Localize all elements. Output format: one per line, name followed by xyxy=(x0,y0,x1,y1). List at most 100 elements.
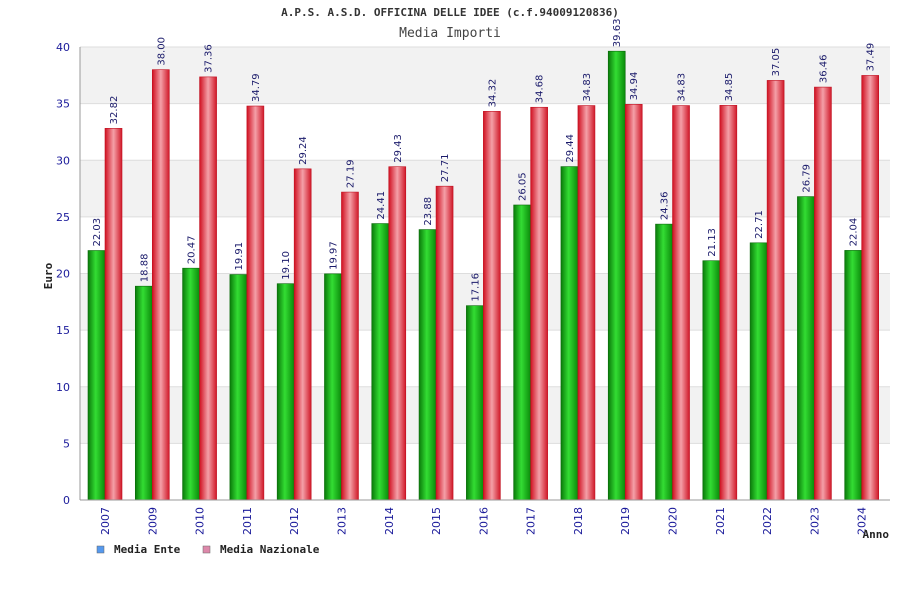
bar-media-ente-2007 xyxy=(87,250,106,501)
bar-media-ente-2015 xyxy=(418,229,437,501)
bar-media-ente-2011 xyxy=(229,274,248,501)
x-tick-label-2023: 2023 xyxy=(808,507,821,535)
x-tick-label-2024: 2024 xyxy=(856,507,869,535)
x-tick-label-2019: 2019 xyxy=(619,507,632,535)
bar-media-nazionale-2012 xyxy=(293,168,312,501)
y-axis-ticks: 0 5 10 15 20 25 30 35 40 xyxy=(56,41,70,507)
data-label-media-ente-2009: 18.88 xyxy=(139,254,150,283)
bar-media-ente-2010 xyxy=(182,267,200,501)
y-tick-label: 25 xyxy=(56,211,70,224)
bar-media-ente-2018 xyxy=(560,166,579,501)
data-label-media-ente-2023: 26.79 xyxy=(801,164,812,193)
bar-labels: 22.03 32.82 18.88 38.00 20.47 37.36 19.91 34.79… xyxy=(92,19,877,302)
data-label-media-ente-2010: 20.47 xyxy=(187,236,198,265)
bars xyxy=(87,50,880,501)
data-label-media-ente-2020: 24.36 xyxy=(660,191,671,220)
data-label-media-nazionale-2021: 34.85 xyxy=(724,73,735,102)
bar-media-ente-2021 xyxy=(702,260,721,501)
data-label-media-nazionale-2011: 34.79 xyxy=(251,73,262,102)
bar-media-ente-2013 xyxy=(324,273,342,501)
bar-media-nazionale-2023 xyxy=(814,86,832,501)
data-label-media-ente-2022: 22.71 xyxy=(754,210,765,239)
x-tick-label-2018: 2018 xyxy=(572,507,585,535)
data-label-media-nazionale-2019: 34.94 xyxy=(629,72,640,101)
data-label-media-nazionale-2020: 34.83 xyxy=(677,73,688,102)
data-label-media-ente-2024: 22.04 xyxy=(849,218,860,247)
x-tick-label-2013: 2013 xyxy=(335,507,348,535)
legend-swatch-media-nazionale xyxy=(202,545,211,554)
data-label-media-nazionale-2014: 29.43 xyxy=(393,134,404,163)
bar-media-nazionale-2010 xyxy=(199,76,217,501)
data-label-media-nazionale-2015: 27.71 xyxy=(440,154,451,183)
bar-media-nazionale-2013 xyxy=(341,191,359,501)
bar-media-nazionale-2016 xyxy=(483,111,501,501)
bar-media-nazionale-2011 xyxy=(246,105,265,501)
bar-media-ente-2022 xyxy=(749,242,768,501)
x-tick-label-2020: 2020 xyxy=(667,507,680,535)
data-label-media-ente-2012: 19.10 xyxy=(281,251,292,280)
data-label-media-nazionale-2018: 34.83 xyxy=(582,73,593,102)
chart-subtitle: Media Importi xyxy=(399,26,501,41)
y-tick-label: 30 xyxy=(56,154,70,167)
bar-media-ente-2009 xyxy=(134,285,153,501)
bar-media-ente-2016 xyxy=(466,305,484,501)
x-tick-label-2021: 2021 xyxy=(714,507,727,535)
y-tick-label: 5 xyxy=(63,437,70,450)
legend: Media Ente Media Nazionale xyxy=(96,543,320,556)
data-label-media-ente-2018: 29.44 xyxy=(565,134,576,163)
x-tick-label-2014: 2014 xyxy=(383,507,396,535)
bar-media-nazionale-2019 xyxy=(624,104,643,501)
data-label-media-ente-2014: 24.41 xyxy=(376,191,387,220)
y-tick-label: 40 xyxy=(56,41,70,54)
bar-media-ente-2012 xyxy=(276,283,295,501)
data-label-media-ente-2007: 22.03 xyxy=(92,218,103,247)
data-label-media-ente-2021: 21.13 xyxy=(707,228,718,257)
data-label-media-nazionale-2013: 27.19 xyxy=(345,159,356,188)
bar-media-ente-2014 xyxy=(371,223,390,501)
data-label-media-nazionale-2023: 36.46 xyxy=(818,54,829,83)
data-label-media-nazionale-2016: 34.32 xyxy=(487,79,498,108)
legend-label-media-ente: Media Ente xyxy=(114,543,181,556)
data-label-media-ente-2016: 17.16 xyxy=(470,273,481,302)
bar-media-ente-2023 xyxy=(797,196,815,501)
bar-media-nazionale-2007 xyxy=(104,128,123,501)
data-label-media-nazionale-2017: 34.68 xyxy=(535,75,546,104)
bar-media-nazionale-2024 xyxy=(861,75,880,501)
y-tick-label: 10 xyxy=(56,381,70,394)
bar-media-nazionale-2018 xyxy=(577,105,596,501)
data-label-media-nazionale-2007: 32.82 xyxy=(109,96,120,125)
bar-media-ente-2017 xyxy=(513,204,531,501)
x-tick-label-2007: 2007 xyxy=(99,507,112,535)
bar-media-nazionale-2014 xyxy=(388,166,407,501)
x-tick-label-2010: 2010 xyxy=(194,507,207,535)
bar-media-nazionale-2017 xyxy=(530,106,548,501)
bar-media-nazionale-2022 xyxy=(766,80,785,501)
x-axis-ticks: 2007 2009 2010 2011 2012 2013 2014 2015 2016 2017… xyxy=(99,507,869,535)
x-tick-label-2015: 2015 xyxy=(430,507,443,535)
data-label-media-nazionale-2009: 38.00 xyxy=(156,37,167,66)
bar-media-nazionale-2009 xyxy=(151,69,170,501)
data-label-media-ente-2017: 26.05 xyxy=(518,172,529,201)
data-label-media-nazionale-2024: 37.49 xyxy=(866,43,877,72)
x-tick-label-2016: 2016 xyxy=(477,507,490,535)
legend-label-media-nazionale: Media Nazionale xyxy=(220,543,320,556)
y-axis-label: Euro xyxy=(42,262,55,289)
data-label-media-nazionale-2012: 29.24 xyxy=(298,136,309,165)
data-label-media-ente-2019: 39.63 xyxy=(612,19,623,48)
x-tick-label-2022: 2022 xyxy=(761,507,774,535)
bar-media-ente-2024 xyxy=(844,250,863,501)
bar-media-nazionale-2021 xyxy=(719,105,738,501)
y-tick-label: 20 xyxy=(56,268,70,281)
data-label-media-nazionale-2022: 37.05 xyxy=(771,48,782,77)
data-label-media-ente-2011: 19.91 xyxy=(234,242,245,271)
bar-media-ente-2019 xyxy=(607,50,626,501)
x-axis-label: Anno xyxy=(863,528,890,541)
x-tick-label-2011: 2011 xyxy=(241,507,254,535)
bar-media-nazionale-2020 xyxy=(672,105,690,501)
x-tick-label-2012: 2012 xyxy=(288,507,301,535)
data-label-media-nazionale-2010: 37.36 xyxy=(204,44,215,73)
y-tick-label: 35 xyxy=(56,98,70,111)
bar-media-ente-2020 xyxy=(655,223,673,501)
y-tick-label: 15 xyxy=(56,324,70,337)
